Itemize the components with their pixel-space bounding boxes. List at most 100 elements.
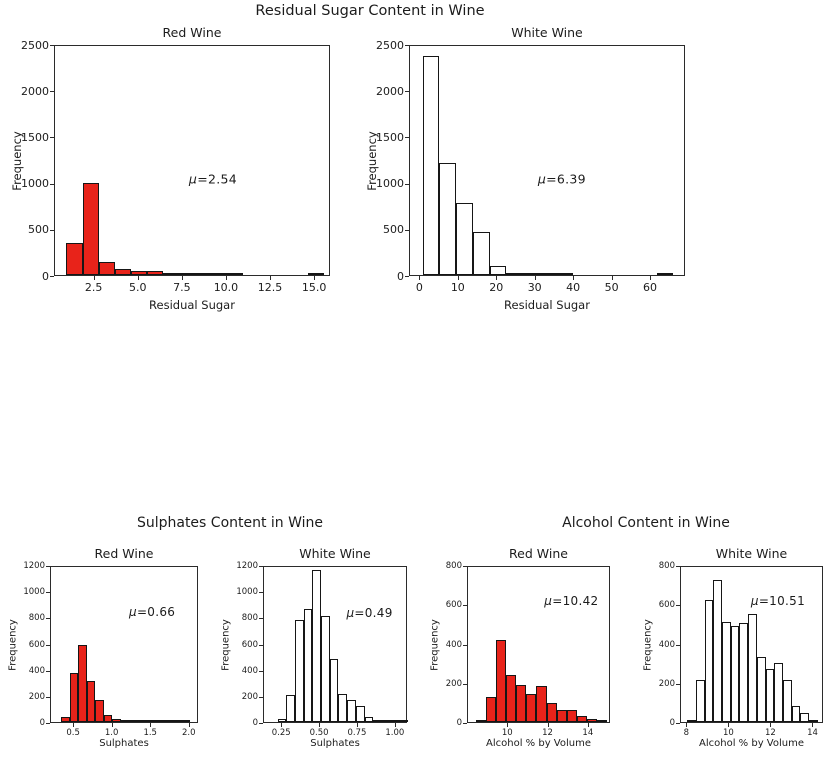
histogram-bar	[146, 271, 163, 275]
histogram-bar	[456, 202, 473, 275]
mean-annotation: μ=10.51	[750, 593, 806, 608]
histogram-bar	[791, 706, 801, 722]
histogram-bar	[69, 672, 79, 722]
figure-title-residual-sugar: Residual Sugar Content in Wine	[255, 3, 485, 19]
x-tick-mark	[534, 276, 536, 280]
x-tick-mark	[188, 723, 190, 727]
histogram-bar	[566, 710, 577, 722]
y-tick-mark	[405, 183, 409, 185]
x-tick-mark	[457, 276, 459, 280]
histogram-bar	[303, 608, 313, 722]
x-tick-mark	[225, 276, 227, 280]
y-tick-label: 800	[658, 561, 675, 571]
x-tick-mark	[181, 276, 183, 280]
histogram-bar	[329, 658, 339, 722]
histogram-bar	[112, 718, 122, 722]
x-tick-mark	[686, 723, 688, 727]
histogram-bar	[782, 679, 792, 722]
y-tick-mark	[405, 229, 409, 231]
x-tick-label: 0.25	[271, 728, 291, 738]
x-tick-label: 10	[722, 728, 734, 738]
x-tick-mark	[270, 276, 272, 280]
y-tick-label: 400	[445, 639, 462, 650]
histogram-bar	[172, 720, 182, 722]
histogram-bar	[277, 718, 287, 722]
x-tick-mark	[728, 723, 730, 727]
x-tick-mark	[111, 723, 113, 727]
y-tick-label: 1000	[236, 587, 258, 598]
histogram-bar	[506, 674, 517, 722]
histogram-bar	[364, 717, 374, 722]
y-tick-mark	[676, 566, 680, 567]
x-tick-label: 0	[415, 281, 423, 294]
y-tick-label: 1200	[23, 561, 45, 571]
y-tick-label: 800	[241, 613, 258, 624]
x-tick-mark	[137, 276, 139, 280]
y-tick-mark	[463, 605, 467, 607]
y-tick-mark	[259, 644, 263, 646]
x-tick-label: 0.50	[309, 728, 329, 738]
histogram-bar	[82, 182, 99, 275]
y-tick-mark	[50, 229, 54, 231]
y-tick-mark	[259, 592, 263, 594]
x-tick-label: 14	[807, 728, 818, 738]
histogram-bar	[556, 710, 567, 722]
y-tick-label: 400	[658, 639, 675, 650]
histogram-bar	[687, 720, 696, 722]
x-tick-label: 12	[542, 728, 553, 738]
histogram-bar	[556, 273, 574, 275]
y-tick-label: 800	[445, 561, 462, 571]
histogram-bar	[129, 720, 139, 722]
x-tick-mark	[573, 276, 575, 280]
y-tick-label: 600	[445, 600, 462, 611]
histogram-bar	[373, 720, 382, 722]
histogram-bar	[390, 720, 400, 722]
x-tick-label: 15.0	[301, 281, 327, 294]
histogram-bar	[516, 684, 527, 722]
y-tick-mark	[50, 45, 54, 46]
y-tick-label: 200	[241, 691, 258, 702]
x-tick-label: 60	[643, 281, 658, 294]
x-tick-mark	[93, 276, 95, 280]
x-tick-mark	[650, 276, 652, 280]
x-tick-label: 50	[604, 281, 619, 294]
y-tick-mark	[259, 723, 263, 724]
x-tick-mark	[547, 723, 549, 727]
x-tick-mark	[314, 276, 316, 280]
x-tick-mark	[770, 723, 772, 727]
y-tick-label: 500	[383, 223, 404, 237]
histogram-bar	[586, 719, 597, 722]
histogram-bar	[774, 663, 783, 722]
histogram-bar	[146, 720, 156, 722]
y-tick-label: 0	[397, 269, 404, 283]
histogram-bar	[486, 696, 497, 722]
y-tick-label: 2000	[21, 84, 49, 98]
mean-annotation: μ=0.49	[346, 606, 393, 621]
y-tick-mark	[50, 91, 54, 93]
y-tick-mark	[50, 137, 54, 139]
x-tick-mark	[507, 723, 509, 727]
x-tick-label: 0.75	[347, 728, 367, 738]
histogram-bar	[286, 695, 296, 722]
histogram-bar	[195, 273, 212, 275]
plot-area	[409, 45, 685, 276]
histogram-bar	[138, 720, 147, 722]
y-tick-mark	[405, 276, 409, 277]
histogram-bar	[321, 616, 330, 722]
y-tick-label: 800	[28, 613, 45, 624]
x-tick-label: 10.0	[213, 281, 239, 294]
y-tick-mark	[463, 723, 467, 724]
y-tick-label: 2000	[376, 84, 404, 98]
histogram-bar	[476, 720, 487, 722]
chart-subtitle: Red Wine	[509, 546, 568, 561]
x-tick-label: 1.00	[385, 728, 405, 738]
x-tick-label: 30	[527, 281, 542, 294]
histogram-bar	[739, 622, 749, 722]
y-tick-label: 600	[658, 600, 675, 611]
histogram-bar	[722, 621, 731, 722]
histogram-bar	[496, 639, 507, 722]
histogram-bar	[312, 570, 322, 722]
